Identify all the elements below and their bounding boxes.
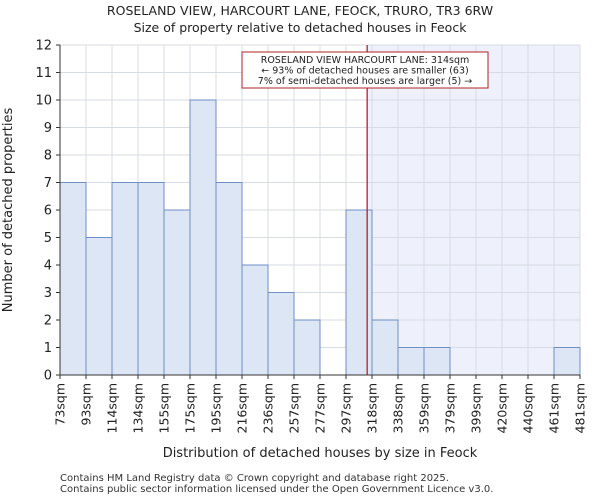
x-tick-label: 257sqm [287,383,302,433]
chart-subtitle: Size of property relative to detached ho… [133,20,467,35]
histogram-bar [553,347,581,376]
histogram-bar [189,99,217,376]
y-tick-label: 3 [44,286,52,301]
y-tick-label: 12 [35,39,52,54]
y-tick-label: 5 [44,231,52,246]
x-tick-label: 195sqm [209,383,224,433]
footer-attribution-1: Contains HM Land Registry data © Crown c… [60,473,449,484]
chart-title: ROSELAND VIEW, HARCOURT LANE, FEOCK, TRU… [106,3,494,18]
x-tick-label: 481sqm [573,383,588,433]
x-tick-label: 73sqm [53,383,68,426]
histogram-bar [215,182,243,376]
histogram-bar [371,319,399,376]
annotation-larger-share: 7% of semi-detached houses are larger (5… [258,76,472,87]
x-tick-label: 399sqm [469,383,484,433]
y-tick-label: 0 [44,369,52,384]
y-tick-label: 4 [44,259,52,274]
histogram-bar [345,209,373,376]
histogram-bar [85,237,113,376]
y-tick-label: 2 [44,314,52,329]
x-tick-label: 338sqm [391,383,406,433]
x-tick-label: 379sqm [443,383,458,433]
y-tick-label: 9 [44,121,52,136]
annotation-box [241,51,489,89]
x-tick-label: 461sqm [547,383,562,433]
annotation-property-label: ROSELAND VIEW HARCOURT LANE: 314sqm [261,55,470,66]
y-tick-label: 8 [44,149,52,164]
histogram-bar [423,347,451,376]
x-tick-label: 440sqm [521,383,536,433]
y-tick-label: 7 [44,176,52,191]
histogram-bar [397,347,425,376]
x-tick-label: 114sqm [105,383,120,433]
histogram-bar [163,209,191,376]
annotation-smaller-share: ← 93% of detached houses are smaller (63… [261,66,468,77]
x-tick-label: 155sqm [157,383,172,433]
x-tick-label: 93sqm [79,383,94,426]
x-tick-label: 420sqm [495,383,510,433]
x-tick-label: 277sqm [313,383,328,433]
histogram-bar [293,319,321,376]
footer-attribution-2: Contains public sector information licen… [60,484,494,495]
y-tick-label: 6 [44,204,52,219]
histogram-bar [59,182,87,376]
y-axis-title: Number of detached properties [1,108,16,313]
x-tick-label: 297sqm [339,383,354,433]
y-tick-label: 10 [35,94,52,109]
x-tick-label: 318sqm [365,383,380,433]
x-tick-label: 175sqm [183,383,198,433]
x-tick-label: 216sqm [235,383,250,433]
histogram-bar [137,182,165,376]
y-tick-label: 1 [44,341,52,356]
x-tick-label: 134sqm [131,383,146,433]
x-axis-title: Distribution of detached houses by size … [163,446,478,461]
x-tick-label: 236sqm [261,383,276,433]
histogram-bar [111,182,139,376]
x-tick-label: 359sqm [417,383,432,433]
histogram-bar [241,264,269,376]
y-tick-label: 11 [35,66,52,81]
histogram-bar [267,292,295,376]
